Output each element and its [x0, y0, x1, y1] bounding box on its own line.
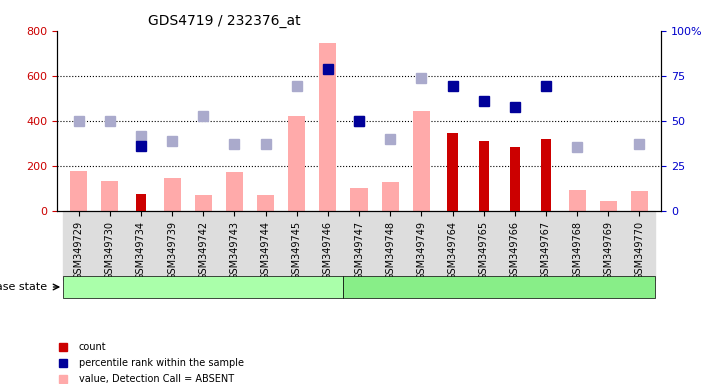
Text: count: count: [79, 341, 107, 352]
Bar: [447, 133, 458, 211]
Bar: [541, 139, 551, 211]
Bar: [312, 211, 343, 280]
FancyBboxPatch shape: [63, 276, 343, 298]
Bar: [593, 211, 624, 280]
FancyBboxPatch shape: [343, 276, 655, 298]
Bar: [188, 211, 219, 280]
Bar: [510, 147, 520, 211]
Bar: [599, 201, 617, 211]
Bar: [375, 211, 406, 280]
Bar: [631, 191, 648, 211]
Bar: [70, 170, 87, 211]
Bar: [101, 181, 119, 211]
Text: value, Detection Call = ABSENT: value, Detection Call = ABSENT: [79, 374, 234, 384]
Bar: [624, 211, 655, 280]
Text: systemic lupus erythematosus: systemic lupus erythematosus: [414, 282, 584, 292]
Bar: [343, 211, 375, 280]
Bar: [499, 211, 530, 280]
Bar: [479, 141, 488, 211]
Bar: [382, 182, 399, 211]
Bar: [219, 211, 250, 280]
Text: healthy control: healthy control: [161, 282, 245, 292]
Bar: [530, 211, 562, 280]
Bar: [468, 211, 499, 280]
Bar: [125, 211, 156, 280]
Bar: [281, 211, 312, 280]
Bar: [351, 187, 368, 211]
Bar: [562, 211, 593, 280]
Bar: [63, 211, 95, 280]
Bar: [288, 116, 305, 211]
Bar: [406, 211, 437, 280]
Bar: [156, 211, 188, 280]
Bar: [164, 179, 181, 211]
Bar: [257, 195, 274, 211]
Bar: [319, 43, 336, 211]
Text: disease state: disease state: [0, 282, 48, 292]
Text: GDS4719 / 232376_at: GDS4719 / 232376_at: [148, 14, 300, 28]
Bar: [136, 194, 146, 211]
Bar: [437, 211, 468, 280]
Bar: [226, 172, 243, 211]
Bar: [413, 111, 430, 211]
Bar: [250, 211, 281, 280]
Text: percentile rank within the sample: percentile rank within the sample: [79, 358, 244, 368]
Bar: [195, 195, 212, 211]
Bar: [95, 211, 125, 280]
Bar: [569, 190, 586, 211]
